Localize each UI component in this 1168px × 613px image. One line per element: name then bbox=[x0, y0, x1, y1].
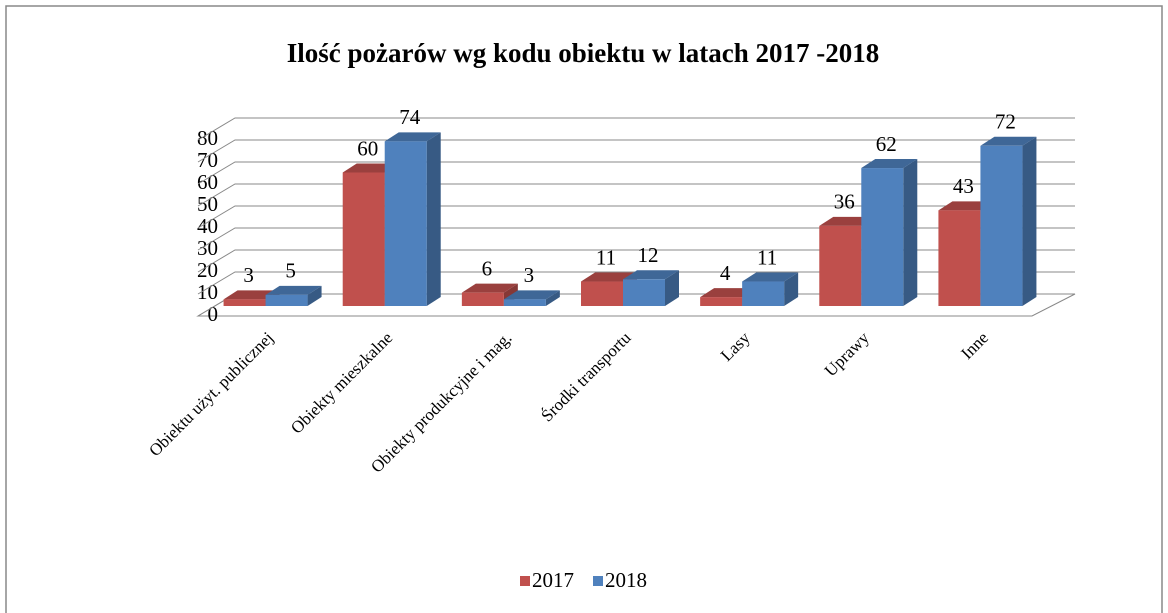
bar-top bbox=[980, 136, 1037, 146]
data-label: 62 bbox=[876, 132, 897, 156]
bar-top bbox=[461, 283, 518, 293]
bar-side bbox=[903, 159, 918, 306]
data-label: 72 bbox=[995, 110, 1016, 134]
bar-front bbox=[861, 168, 904, 306]
grid-line bbox=[197, 205, 1075, 229]
bar bbox=[623, 270, 679, 306]
bar bbox=[742, 272, 799, 306]
bar-front bbox=[581, 281, 623, 306]
bar-front bbox=[503, 299, 546, 306]
data-label: 3 bbox=[524, 263, 535, 287]
y-tick-label: 60 bbox=[197, 170, 218, 194]
bar-top bbox=[503, 290, 560, 300]
y-tick-label: 50 bbox=[197, 192, 218, 216]
bar-top bbox=[861, 159, 918, 169]
bar-front bbox=[223, 299, 266, 306]
y-tick-label: 70 bbox=[197, 148, 218, 172]
bar-front bbox=[384, 141, 427, 306]
bar-front bbox=[938, 210, 981, 306]
grid-line bbox=[197, 117, 1075, 141]
legend-swatch bbox=[593, 576, 603, 586]
bar-top bbox=[742, 272, 799, 282]
bar-top bbox=[265, 285, 322, 295]
bar-front bbox=[742, 281, 785, 306]
legend-swatch bbox=[520, 576, 530, 586]
bar-front bbox=[700, 297, 743, 306]
bar-front bbox=[623, 279, 665, 306]
y-tick-label: 40 bbox=[197, 214, 218, 238]
grid-line bbox=[197, 271, 1075, 295]
bar-front bbox=[461, 292, 504, 306]
data-label: 4 bbox=[720, 261, 731, 285]
bar-side bbox=[307, 285, 322, 306]
data-label: 5 bbox=[285, 259, 296, 283]
bar-top bbox=[623, 270, 679, 280]
grid-line bbox=[197, 227, 1075, 251]
grid-line bbox=[197, 183, 1075, 207]
data-label: 6 bbox=[482, 256, 493, 280]
bar bbox=[265, 285, 322, 306]
data-label: 36 bbox=[834, 190, 855, 214]
y-tick-label: 10 bbox=[197, 280, 218, 304]
y-tick-label: 20 bbox=[197, 258, 218, 282]
bar bbox=[384, 132, 441, 306]
data-label: 11 bbox=[757, 245, 777, 269]
grid-line bbox=[197, 139, 1075, 163]
bar bbox=[980, 136, 1037, 306]
bar-top bbox=[581, 272, 637, 282]
legend-label: 2017 bbox=[532, 568, 574, 592]
bar-top bbox=[384, 132, 441, 142]
data-label: 60 bbox=[357, 136, 378, 160]
bar-front bbox=[980, 145, 1023, 306]
bar bbox=[861, 159, 918, 306]
grid-line bbox=[197, 161, 1075, 185]
data-label: 74 bbox=[399, 105, 421, 129]
bar-side bbox=[545, 290, 560, 306]
bar-front bbox=[342, 172, 385, 306]
bar-side bbox=[1022, 136, 1037, 306]
legend-label: 2018 bbox=[605, 568, 647, 592]
data-label: 12 bbox=[638, 243, 659, 267]
chart-border bbox=[5, 5, 1163, 613]
bar bbox=[503, 290, 560, 306]
data-label: 11 bbox=[596, 245, 616, 269]
bar-side bbox=[426, 132, 441, 306]
bar-side bbox=[784, 272, 799, 306]
chart-title: Ilość pożarów wg kodu obiektu w latach 2… bbox=[287, 38, 880, 68]
bar-side bbox=[665, 270, 679, 306]
y-tick-label: 0 bbox=[208, 302, 219, 326]
y-tick-label: 80 bbox=[197, 126, 218, 150]
data-label: 3 bbox=[243, 263, 254, 287]
grid-line bbox=[197, 249, 1075, 273]
data-label: 43 bbox=[953, 174, 974, 198]
y-tick-label: 30 bbox=[197, 236, 218, 260]
bar-front bbox=[265, 294, 308, 306]
bar-front bbox=[819, 225, 862, 306]
